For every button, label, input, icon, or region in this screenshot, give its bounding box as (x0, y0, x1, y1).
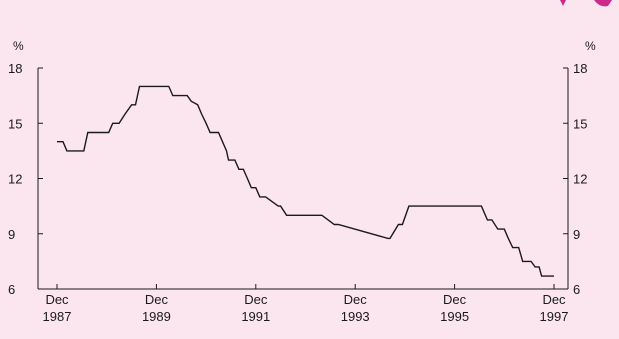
x-tick-label-month: Dec (443, 292, 467, 307)
y-tick-label-left: 12 (8, 172, 22, 187)
y-tick-label-right: 18 (573, 61, 587, 76)
plot-frame (37, 68, 569, 290)
x-tick-label-month: Dec (344, 292, 368, 307)
series-layer (57, 85, 554, 277)
y-unit-left: % (13, 39, 24, 53)
cropped-heading-fragment (594, 0, 612, 7)
y-tick-label-right: 15 (573, 116, 587, 131)
y-axis-right: 6 9 12 15 18 (563, 61, 587, 297)
x-tick-label-year: 1991 (241, 309, 270, 324)
x-tick-label-year: 1997 (540, 309, 569, 324)
y-axis-left: 6 9 12 15 18 (8, 61, 43, 297)
y-tick-label-right: 12 (573, 172, 587, 187)
y-unit-right: % (585, 39, 596, 53)
x-tick-label-month: Dec (244, 292, 268, 307)
series-line-0 (57, 85, 554, 277)
x-axis: Dec 1987 Dec 1989 Dec 1991 Dec 1993 Dec 1995 Dec 19… (43, 284, 569, 324)
x-tick-label-year: 1987 (43, 309, 72, 324)
x-tick-label-month: Dec (542, 292, 566, 307)
cropped-heading-fragment-2 (560, 0, 566, 6)
x-tick-label-year: 1995 (440, 309, 469, 324)
y-tick-label-left: 18 (8, 61, 22, 76)
y-tick-label-left: 15 (8, 116, 22, 131)
x-tick-label-year: 1989 (142, 309, 171, 324)
x-tick-label-month: Dec (145, 292, 169, 307)
x-tick-label-year: 1993 (341, 309, 370, 324)
y-tick-label-right: 9 (573, 227, 580, 242)
y-tick-label-left: 9 (8, 227, 15, 242)
y-tick-label-left: 6 (8, 282, 15, 297)
x-tick-label-month: Dec (45, 292, 69, 307)
y-tick-label-right: 6 (573, 282, 580, 297)
